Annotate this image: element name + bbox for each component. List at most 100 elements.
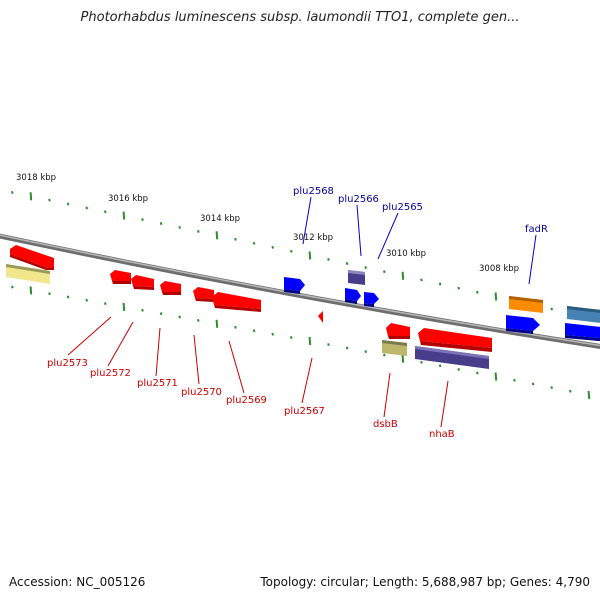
- inner-tick-row: [11, 285, 591, 399]
- inner-tick-24: [457, 367, 460, 371]
- label-plu2565[interactable]: plu2565: [382, 202, 423, 213]
- outer-tick-23: [438, 282, 442, 286]
- inner-tick-12: [234, 325, 237, 329]
- gene-plu2573[interactable]: [110, 270, 131, 284]
- gene-plu2574[interactable]: [10, 245, 54, 270]
- outer-tick-3: [66, 202, 70, 206]
- outer-tick-14: [271, 245, 274, 249]
- scale-label-3008: 3008 kbp: [479, 264, 519, 274]
- inner-tick-8: [159, 312, 163, 316]
- gene-tan-left[interactable]: [6, 264, 50, 284]
- inner-tick-2: [48, 292, 51, 296]
- outer-tick-15: [290, 249, 293, 253]
- outer-tick-8: [159, 222, 163, 225]
- label-plu2567[interactable]: plu2567: [284, 406, 325, 417]
- inner-tick-30: [569, 389, 572, 393]
- inner-tick-1: [29, 286, 33, 295]
- inner-tick-23: [438, 364, 442, 368]
- gene-plu2570[interactable]: [193, 287, 214, 302]
- inner-tick-21: [401, 354, 405, 363]
- outer-tick-10: [197, 229, 200, 233]
- outer-tick-2: [48, 198, 51, 202]
- accession-text: Accession: NC_005126: [9, 575, 146, 589]
- label-plu2566[interactable]: plu2566: [338, 194, 379, 205]
- scale-labels: 3018 kbp 3016 kbp 3014 kbp 3012 kbp 3010…: [16, 173, 519, 274]
- inner-tick-31: [587, 390, 591, 399]
- inner-tick-4: [85, 298, 88, 302]
- scale-label-3018: 3018 kbp: [16, 173, 56, 183]
- label-dsbB[interactable]: dsbB: [373, 419, 398, 430]
- inner-tick-0: [11, 285, 14, 289]
- gene-plu2569[interactable]: [212, 292, 261, 312]
- outer-tick-21: [401, 271, 405, 280]
- inner-tick-29: [550, 386, 553, 390]
- inner-tick-7: [141, 308, 144, 312]
- outer-tick-6: [122, 211, 126, 220]
- gene-plu2566[interactable]: [345, 288, 361, 304]
- label-plu2570[interactable]: plu2570: [181, 387, 222, 398]
- outer-tick-24: [457, 286, 460, 290]
- label-plu2573[interactable]: plu2573: [47, 358, 88, 369]
- inner-tick-14: [271, 332, 274, 336]
- outer-tick-9: [178, 225, 181, 229]
- gene-plu2571[interactable]: [160, 281, 181, 295]
- outer-tick-29: [550, 307, 553, 311]
- gene-nhaB-feature[interactable]: [415, 346, 489, 369]
- inner-tick-11: [215, 319, 219, 328]
- outer-tick-0: [11, 191, 14, 194]
- label-plu2572[interactable]: plu2572: [90, 368, 131, 379]
- forward-leader-lines: [302, 196, 537, 285]
- label-nhaB[interactable]: nhaB: [429, 429, 455, 440]
- inner-tick-6: [122, 302, 126, 311]
- scale-label-3014: 3014 kbp: [200, 214, 240, 224]
- inner-tick-28: [531, 382, 535, 386]
- outer-tick-17: [327, 257, 330, 261]
- outer-tick-7: [141, 218, 144, 222]
- inner-tick-17: [327, 343, 330, 347]
- outer-tick-19: [364, 266, 367, 270]
- outer-tick-18: [345, 262, 349, 265]
- gene-dsbB[interactable]: [386, 323, 410, 339]
- map-title: Photorhabdus luminescens subsp. laumondi…: [80, 10, 520, 25]
- label-plu2568[interactable]: plu2568: [293, 186, 334, 197]
- gene-nhaB[interactable]: [418, 328, 492, 352]
- inner-tick-15: [290, 336, 293, 340]
- gene-blue-right[interactable]: [565, 323, 600, 342]
- outer-tick-11: [215, 231, 219, 240]
- inner-tick-13: [252, 329, 256, 333]
- scale-label-3010: 3010 kbp: [386, 249, 426, 259]
- gene-plu2572[interactable]: [131, 275, 154, 290]
- inner-tick-18: [345, 346, 349, 350]
- gene-plu2567[interactable]: [318, 311, 323, 323]
- reverse-leader-lines: [67, 316, 449, 428]
- inner-tick-20: [383, 353, 386, 357]
- outer-tick-13: [252, 241, 256, 245]
- outer-tick-12: [234, 237, 237, 241]
- genome-backbone: [0, 233, 600, 349]
- genome-summary-text: Topology: circular; Length: 5,688,987 bp…: [260, 575, 590, 589]
- gene-plu2568[interactable]: [284, 277, 305, 294]
- label-plu2569[interactable]: plu2569: [226, 395, 267, 406]
- inner-tick-27: [513, 378, 516, 382]
- inner-tick-16: [308, 337, 312, 346]
- outer-tick-25: [476, 290, 479, 294]
- gene-plu2565[interactable]: [364, 292, 379, 307]
- outer-tick-1: [29, 192, 33, 201]
- outer-tick-22: [420, 278, 423, 282]
- scale-label-3016: 3016 kbp: [108, 194, 148, 204]
- reverse-strand-genes: [6, 245, 492, 369]
- forward-gene-labels: plu2568 plu2566 plu2565 fadR: [293, 186, 548, 235]
- label-fadR[interactable]: fadR: [525, 224, 548, 235]
- label-plu2571[interactable]: plu2571: [137, 378, 178, 389]
- inner-tick-25: [476, 371, 479, 375]
- inner-tick-22: [420, 360, 423, 364]
- outer-tick-26: [494, 292, 498, 301]
- inner-tick-26: [494, 372, 498, 381]
- inner-tick-5: [104, 302, 107, 306]
- inner-tick-19: [364, 350, 367, 354]
- reverse-gene-labels: plu2573 plu2572 plu2571 plu2570 plu2569 …: [47, 358, 455, 440]
- gene-fadR[interactable]: [506, 315, 540, 334]
- outer-tick-20: [383, 270, 386, 274]
- inner-tick-10: [197, 318, 200, 322]
